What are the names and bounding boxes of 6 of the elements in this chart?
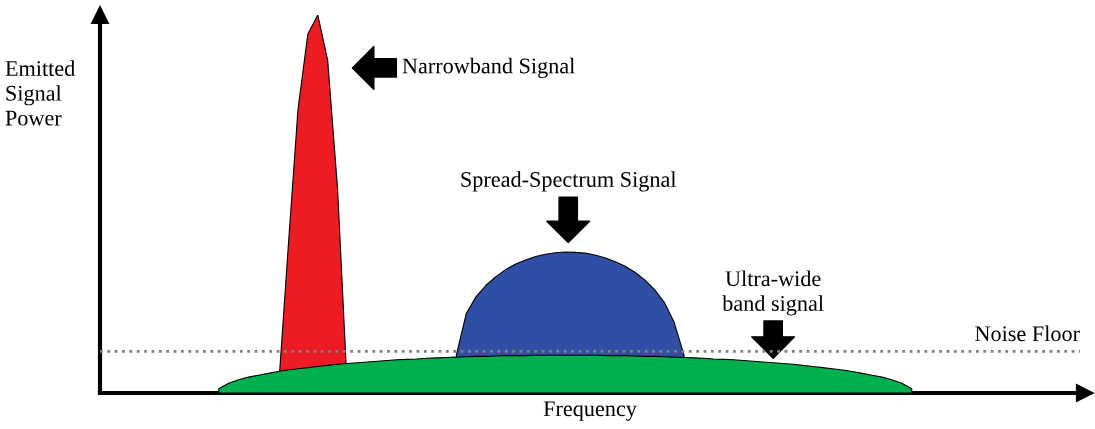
annotation: Narrowband Signal xyxy=(402,57,575,79)
y-axis-title: Emitted Signal Power xyxy=(5,60,76,126)
x-axis-title: Frequency xyxy=(543,401,637,421)
ref-line-label: Noise Floor xyxy=(975,325,1080,342)
annotation: Spread-Spectrum Signal xyxy=(461,171,677,192)
annotation: Ultra-wide band signal xyxy=(722,270,824,316)
